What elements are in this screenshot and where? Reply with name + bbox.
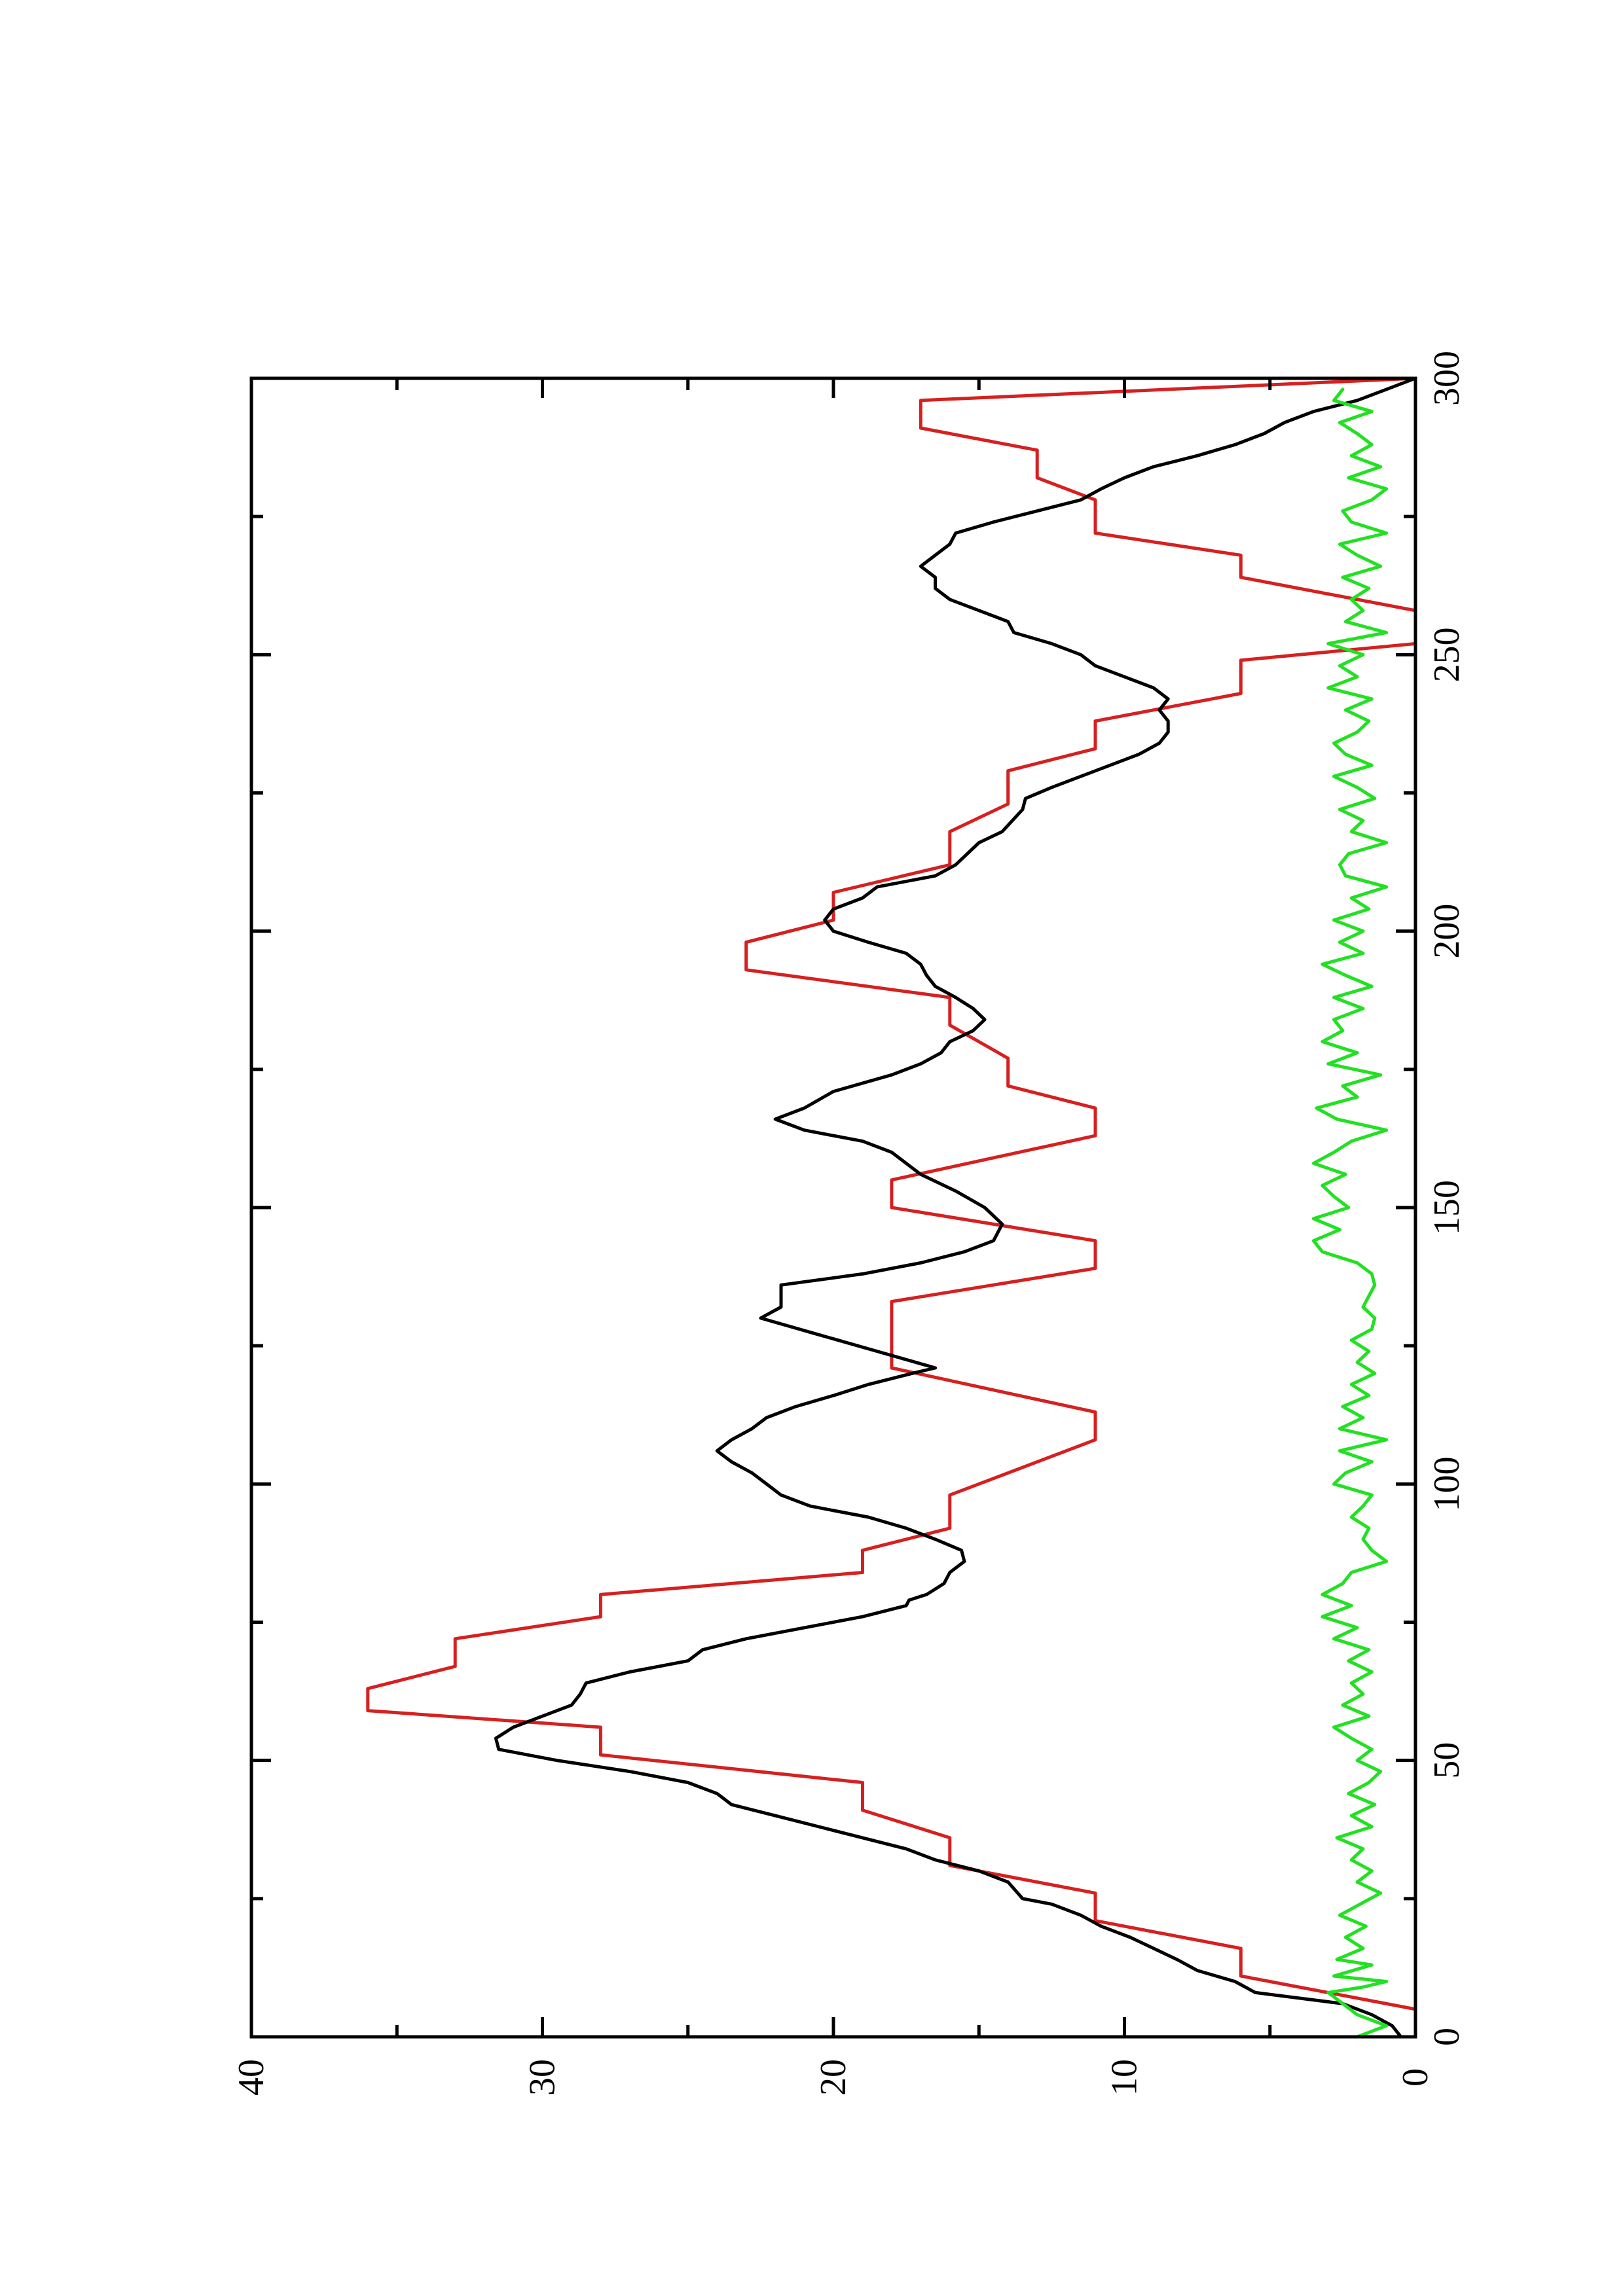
y-tick-label-40: 40 — [231, 2059, 272, 2096]
x-tick-label-200: 200 — [1427, 904, 1467, 959]
x-tick-label-150: 150 — [1427, 1180, 1467, 1235]
y-tick-label-10: 10 — [1104, 2059, 1145, 2096]
tick-layer — [249, 376, 1417, 2039]
x-tick-label-300: 300 — [1427, 351, 1467, 406]
series-line-3 — [1311, 387, 1389, 2039]
x-tick-label-100: 100 — [1427, 1456, 1467, 1511]
y-tick-label-20: 20 — [813, 2059, 854, 2096]
series-layer — [366, 376, 1417, 2039]
x-tick-label-0: 0 — [1427, 2028, 1467, 2046]
series-line-2 — [494, 376, 1417, 2039]
label-layer: 0 50 100 150 200 250 300 0 10 20 30 40 — [231, 351, 1467, 2096]
y-tick-label-30: 30 — [522, 2059, 563, 2096]
x-tick-label-50: 50 — [1427, 1742, 1467, 1779]
x-tick-label-250: 250 — [1427, 627, 1467, 682]
y-tick-label-0: 0 — [1395, 2068, 1436, 2087]
plot-frame — [249, 376, 1417, 2039]
series-line-1 — [366, 376, 1417, 2039]
